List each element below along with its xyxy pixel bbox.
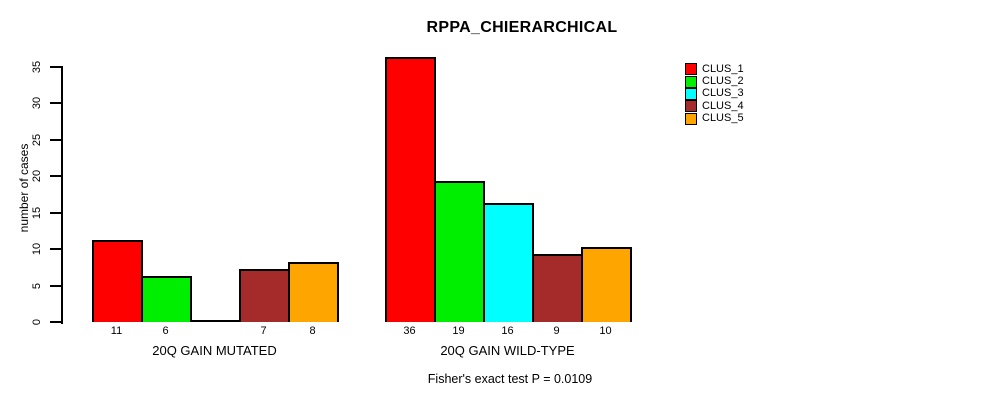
y-axis-line bbox=[61, 66, 63, 324]
bar-value-label: 36 bbox=[403, 325, 416, 337]
y-tick-mark bbox=[50, 65, 62, 68]
bar-clus_5-1 bbox=[288, 262, 339, 322]
legend-color-swatch bbox=[685, 100, 697, 113]
chart-title: RPPA_CHIERARCHICAL bbox=[426, 19, 618, 36]
bar-value-label: 7 bbox=[260, 325, 267, 337]
bar-value-label: 11 bbox=[110, 325, 123, 337]
legend-color-swatch bbox=[685, 75, 697, 88]
y-tick-mark bbox=[50, 211, 62, 214]
bar-clus_1-2 bbox=[385, 57, 436, 322]
x-group-label: 20Q GAIN WILD-TYPE bbox=[440, 343, 575, 358]
y-tick-label: 20 bbox=[31, 169, 43, 183]
bar-value-label: 8 bbox=[309, 325, 316, 337]
bar-clus_4-2 bbox=[532, 254, 583, 322]
y-tick-mark bbox=[50, 175, 62, 177]
legend: CLUS_1 CLUS_2 CLUS_3 CLUS_4 CLUS_5 bbox=[685, 63, 744, 125]
y-tick-mark bbox=[50, 248, 62, 250]
legend-label: CLUS_3 bbox=[702, 87, 744, 100]
y-tick-mark bbox=[50, 102, 62, 104]
legend-label: CLUS_1 bbox=[702, 62, 744, 75]
legend-color-swatch bbox=[685, 63, 697, 76]
bar-clus_3-2 bbox=[483, 203, 534, 322]
legend-color-swatch bbox=[685, 87, 697, 100]
legend-label: CLUS_5 bbox=[702, 112, 744, 125]
bar-clus_2-1 bbox=[141, 276, 192, 322]
bar-clus_5-2 bbox=[581, 247, 632, 322]
fisher-test-annotation: Fisher's exact test P = 0.0109 bbox=[427, 372, 593, 386]
y-tick-label: 5 bbox=[31, 282, 43, 289]
bar-clus_4-1 bbox=[239, 269, 290, 322]
bar-value-label: 6 bbox=[162, 325, 169, 337]
y-tick-label: 30 bbox=[31, 96, 43, 110]
bar-value-label: 19 bbox=[452, 325, 465, 337]
bar-value-label: 9 bbox=[553, 325, 560, 337]
y-tick-label: 10 bbox=[31, 242, 43, 256]
legend-color-swatch bbox=[685, 112, 697, 125]
y-tick-label: 15 bbox=[31, 206, 43, 219]
y-tick-label: 0 bbox=[31, 318, 43, 326]
legend-label: CLUS_2 bbox=[702, 75, 744, 88]
legend-item: CLUS_3 bbox=[685, 87, 744, 100]
legend-item: CLUS_1 bbox=[685, 62, 744, 76]
bar-clus_2-2 bbox=[434, 181, 485, 322]
y-tick-mark bbox=[50, 284, 62, 287]
x-baseline bbox=[92, 320, 339, 322]
bar-value-label: 10 bbox=[599, 325, 612, 337]
y-tick-mark bbox=[50, 138, 62, 141]
y-tick-mark bbox=[50, 321, 62, 323]
legend-item: CLUS_5 bbox=[685, 112, 744, 125]
y-tick-label: 35 bbox=[31, 60, 43, 73]
legend-item: CLUS_4 bbox=[685, 99, 744, 113]
y-axis-label: number of cases bbox=[17, 143, 31, 233]
bar-value-label: 16 bbox=[501, 325, 514, 337]
legend-label: CLUS_4 bbox=[702, 99, 744, 112]
y-tick-label: 25 bbox=[31, 133, 43, 146]
x-group-label: 20Q GAIN MUTATED bbox=[152, 343, 277, 358]
bar-clus_1-1 bbox=[92, 240, 143, 322]
legend-item: CLUS_2 bbox=[685, 75, 744, 88]
